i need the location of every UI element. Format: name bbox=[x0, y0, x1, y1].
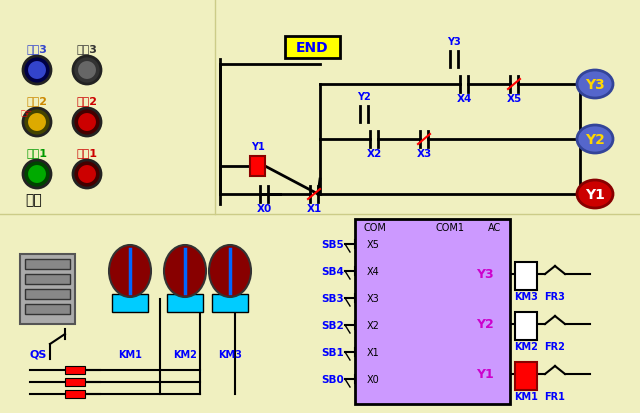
Text: KM1: KM1 bbox=[514, 391, 538, 401]
Text: ☞: ☞ bbox=[20, 106, 33, 120]
Bar bbox=[355, 219, 510, 404]
Text: SB5: SB5 bbox=[322, 240, 344, 249]
Text: X5: X5 bbox=[506, 94, 522, 104]
Text: X2: X2 bbox=[366, 149, 381, 159]
Text: Y2: Y2 bbox=[476, 318, 494, 331]
Ellipse shape bbox=[77, 61, 97, 81]
Text: X1: X1 bbox=[307, 204, 322, 214]
Text: X4: X4 bbox=[456, 94, 472, 104]
Ellipse shape bbox=[109, 245, 151, 297]
Text: AC: AC bbox=[488, 223, 502, 233]
Bar bbox=[65, 390, 85, 398]
Text: SB1: SB1 bbox=[322, 347, 344, 357]
Text: QS: QS bbox=[29, 349, 47, 359]
Ellipse shape bbox=[73, 109, 101, 137]
Bar bbox=[25, 304, 70, 314]
Text: FR1: FR1 bbox=[545, 391, 565, 401]
Text: Y3: Y3 bbox=[447, 37, 461, 47]
Text: 停止3: 停止3 bbox=[77, 44, 97, 54]
Text: 停止1: 停止1 bbox=[77, 147, 97, 158]
Text: Y1: Y1 bbox=[585, 188, 605, 202]
Text: FR3: FR3 bbox=[545, 291, 565, 301]
Text: 停止2: 停止2 bbox=[77, 96, 97, 106]
Text: X4: X4 bbox=[367, 266, 380, 276]
Text: SB0: SB0 bbox=[322, 374, 344, 384]
Ellipse shape bbox=[23, 109, 51, 137]
Text: 启动1: 启动1 bbox=[26, 147, 47, 158]
Ellipse shape bbox=[209, 245, 251, 297]
Ellipse shape bbox=[73, 57, 101, 85]
Ellipse shape bbox=[577, 71, 613, 99]
Bar bbox=[515, 312, 537, 340]
Bar bbox=[65, 366, 85, 374]
Bar bbox=[25, 259, 70, 269]
Ellipse shape bbox=[27, 165, 47, 185]
Text: KM1: KM1 bbox=[118, 349, 142, 359]
Ellipse shape bbox=[577, 180, 613, 209]
Bar bbox=[285, 37, 340, 59]
Ellipse shape bbox=[577, 126, 613, 154]
Bar bbox=[250, 157, 265, 177]
Ellipse shape bbox=[164, 245, 206, 297]
Bar bbox=[515, 362, 537, 390]
Text: SB4: SB4 bbox=[321, 266, 344, 276]
Text: X3: X3 bbox=[367, 293, 380, 303]
Bar bbox=[112, 294, 148, 312]
Text: X5: X5 bbox=[367, 240, 380, 249]
Ellipse shape bbox=[73, 161, 101, 189]
Bar bbox=[25, 289, 70, 299]
Text: FR2: FR2 bbox=[545, 341, 565, 351]
Text: X0: X0 bbox=[257, 204, 271, 214]
Text: X1: X1 bbox=[367, 347, 380, 357]
Text: Y3: Y3 bbox=[585, 78, 605, 92]
Text: Y2: Y2 bbox=[357, 92, 371, 102]
Bar bbox=[20, 254, 75, 324]
Bar bbox=[25, 274, 70, 284]
Ellipse shape bbox=[27, 113, 47, 133]
Text: 启动2: 启动2 bbox=[26, 96, 47, 106]
Text: 电源: 电源 bbox=[25, 192, 42, 206]
Text: KM3: KM3 bbox=[218, 349, 242, 359]
Text: KM3: KM3 bbox=[514, 291, 538, 301]
Text: END: END bbox=[296, 41, 328, 55]
Ellipse shape bbox=[27, 61, 47, 81]
Text: KM2: KM2 bbox=[514, 341, 538, 351]
Bar bbox=[65, 378, 85, 386]
Text: X2: X2 bbox=[367, 320, 380, 330]
Text: Y2: Y2 bbox=[585, 133, 605, 147]
Text: X3: X3 bbox=[417, 149, 431, 159]
Text: SB3: SB3 bbox=[322, 293, 344, 303]
Bar bbox=[212, 294, 248, 312]
Text: 启动3: 启动3 bbox=[27, 44, 47, 54]
Text: COM1: COM1 bbox=[435, 223, 465, 233]
Ellipse shape bbox=[77, 113, 97, 133]
Bar bbox=[515, 262, 537, 290]
Ellipse shape bbox=[23, 161, 51, 189]
Bar bbox=[167, 294, 203, 312]
Ellipse shape bbox=[77, 165, 97, 185]
Text: SB2: SB2 bbox=[322, 320, 344, 330]
Text: X0: X0 bbox=[367, 374, 380, 384]
Text: COM: COM bbox=[364, 223, 387, 233]
Ellipse shape bbox=[23, 57, 51, 85]
Text: Y1: Y1 bbox=[251, 142, 265, 152]
Text: Y1: Y1 bbox=[476, 368, 494, 380]
Text: KM2: KM2 bbox=[173, 349, 197, 359]
Text: Y3: Y3 bbox=[476, 268, 494, 281]
